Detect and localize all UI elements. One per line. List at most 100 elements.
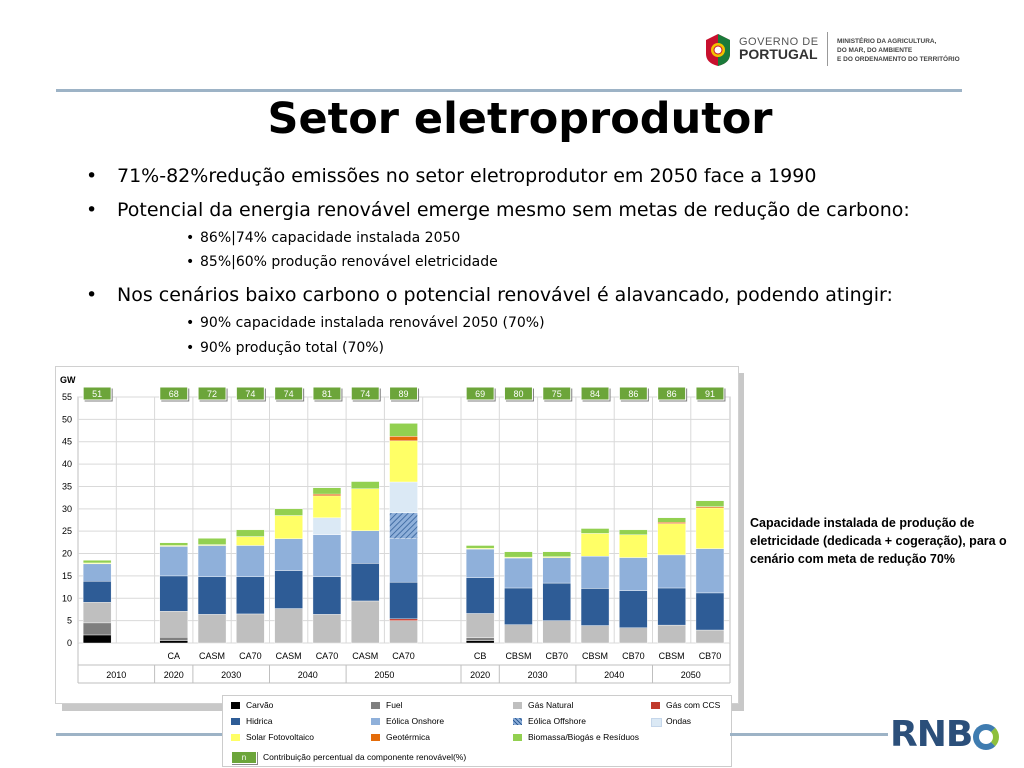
bar-segment-e-lica-onshore — [82, 563, 112, 582]
category-label: CB — [474, 651, 487, 661]
bar-segment-biomassa-biog-s-e-res-duos — [82, 560, 112, 564]
top-divider — [56, 89, 962, 92]
legend-swatch — [231, 734, 240, 741]
category-label: CBSM — [659, 651, 685, 661]
share-badge-label: 91 — [705, 389, 715, 399]
y-tick-label: 45 — [62, 437, 72, 447]
y-tick-label: 0 — [67, 638, 72, 648]
bar-segment-biomassa-biog-s-e-res-duos — [197, 538, 227, 545]
logo-line2: PORTUGAL — [739, 46, 818, 62]
legend-label: Eólica Offshore — [528, 716, 586, 726]
y-axis-label: GW — [60, 375, 76, 385]
legend-label: Fuel — [386, 700, 403, 710]
bar-segment-g-s-natural — [236, 613, 265, 644]
bar-segment-e-lica-onshore — [695, 548, 725, 594]
share-badge-label: 51 — [92, 389, 102, 399]
bar-segment-biomassa-biog-s-e-res-duos — [351, 481, 380, 489]
bar-segment-biomassa-biog-s-e-res-duos — [504, 551, 533, 558]
y-tick-label: 35 — [62, 481, 72, 491]
year-label: 2020 — [470, 670, 490, 680]
y-tick-label: 20 — [62, 549, 72, 559]
share-badge-label: 86 — [628, 389, 638, 399]
bar-segment-hidrica — [351, 563, 380, 602]
bar-segment-biomassa-biog-s-e-res-duos — [465, 545, 495, 549]
y-tick-label: 40 — [62, 459, 72, 469]
share-badge-label: 74 — [360, 389, 370, 399]
bar-segment-hidrica — [389, 581, 418, 620]
year-label: 2050 — [374, 670, 394, 680]
legend-swatch — [371, 718, 380, 725]
bar-segment-solar-fotovoltaico — [580, 533, 610, 557]
chart-panel: 0 5 10 15 20 25 30 35 40 45 50 55 GW 51 68 CA 72 CASM 74 CA… — [55, 366, 739, 704]
share-badge-label: 72 — [207, 389, 217, 399]
bullet-glyph: • — [186, 315, 195, 331]
bar-segment-g-s-natural — [389, 620, 418, 644]
bar-segment-hidrica — [82, 581, 112, 603]
legend-label: Gás com CCS — [666, 700, 721, 710]
category-label: CB70 — [545, 651, 568, 661]
bar-segment-g-s-natural — [274, 608, 303, 644]
category-label: CA70 — [316, 651, 339, 661]
legend-label: Carvão — [246, 700, 274, 710]
legend-swatch — [231, 718, 240, 725]
bar-segment-e-lica-offshore — [389, 512, 418, 539]
share-badge-label: 84 — [590, 389, 600, 399]
legend-label: Eólica Onshore — [386, 716, 445, 726]
bar-segment-e-lica-onshore — [351, 530, 380, 564]
share-badge-label: 86 — [667, 389, 677, 399]
share-badge-label: 74 — [245, 389, 255, 399]
bullet-glyph: • — [186, 230, 195, 246]
legend-swatch — [651, 718, 662, 727]
bar-segment-geot-rmica — [312, 493, 342, 497]
category-label: CB70 — [622, 651, 645, 661]
y-tick-label: 15 — [62, 571, 72, 581]
share-badge — [197, 386, 227, 401]
share-badge-label: 89 — [399, 389, 409, 399]
legend-swatch — [371, 734, 380, 741]
bar-segment-geot-rmica — [695, 506, 725, 509]
bar-segment-fuel — [159, 636, 188, 641]
bar-segment-hidrica — [465, 577, 495, 614]
category-label: CA70 — [239, 651, 262, 661]
bar-segment-g-s-natural — [82, 602, 112, 624]
legend-label: Geotérmica — [386, 732, 430, 742]
slide-title: Setor eletroprodutor — [267, 94, 773, 144]
bar-segment-g-s-natural — [542, 620, 571, 644]
share-badge — [542, 386, 572, 401]
share-badge — [82, 386, 112, 401]
bar-segment-solar-fotovoltaico — [274, 515, 303, 539]
bullet-glyph: • — [86, 199, 98, 221]
year-label: 2030 — [221, 670, 241, 680]
legend-swatch — [513, 718, 522, 725]
bar-segment-e-lica-onshore — [542, 557, 571, 584]
bullet-glyph: • — [186, 254, 195, 270]
bar-segment-hidrica — [695, 592, 725, 631]
bar-segment-e-lica-onshore — [159, 546, 188, 577]
y-tick-label: 10 — [62, 593, 72, 603]
bar-segment-carv-o — [465, 640, 495, 644]
bar-segment-biomassa-biog-s-e-res-duos — [159, 542, 188, 546]
share-badge-label: 68 — [169, 389, 179, 399]
share-badge-label: 74 — [284, 389, 294, 399]
category-label: CA70 — [392, 651, 415, 661]
bar-segment-g-s-com-ccs — [389, 618, 418, 621]
legend-swatch — [651, 702, 660, 709]
logo-divider — [827, 32, 828, 66]
bar-segment-e-lica-onshore — [657, 554, 686, 589]
legend-label: Ondas — [666, 716, 692, 726]
bar-segment-e-lica-onshore — [274, 538, 303, 571]
bar-segment-solar-fotovoltaico — [695, 507, 725, 549]
legend-swatch — [231, 702, 240, 709]
bar-segment-e-lica-onshore — [197, 545, 227, 578]
share-badge — [618, 386, 648, 401]
share-badge — [159, 386, 189, 401]
bar-segment-e-lica-onshore — [312, 534, 342, 578]
bullet-glyph: • — [86, 284, 98, 306]
bar-segment-solar-fotovoltaico — [657, 523, 686, 556]
share-badge — [657, 386, 687, 401]
bar-segment-e-lica-onshore — [236, 545, 265, 578]
legend-swatch — [513, 702, 522, 709]
bar-segment-biomassa-biog-s-e-res-duos — [580, 528, 610, 534]
bar-segment-hidrica — [580, 588, 610, 626]
bar-segment-solar-fotovoltaico — [389, 440, 418, 483]
